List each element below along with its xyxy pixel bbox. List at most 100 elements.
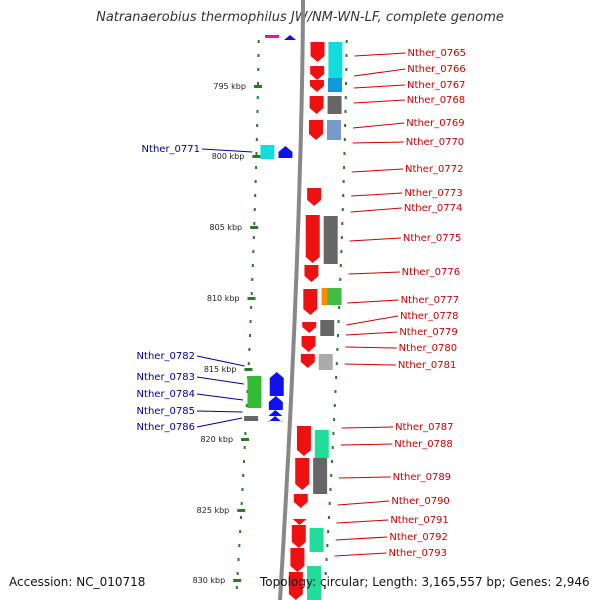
forward-gene-label: Nther_0787 (395, 422, 453, 433)
outer-guide-dot (345, 54, 348, 57)
gene-feature-bar (314, 430, 329, 458)
forward-gene-label: Nther_0770 (406, 137, 464, 148)
inner-guide-dot (242, 474, 245, 477)
gene-feature-bar (309, 528, 324, 552)
kbp-tick (247, 297, 256, 300)
kbp-tick (253, 85, 262, 88)
reverse-gene-arrow (269, 372, 284, 396)
kbp-tick-label: 810 kbp (207, 294, 240, 303)
outer-guide-dot (342, 180, 345, 183)
gene-feature-bar (260, 145, 275, 159)
outer-guide-dot (333, 404, 336, 407)
kbp-tick (241, 438, 250, 441)
forward-gene-label: Nther_0781 (398, 360, 456, 371)
outer-guide-dot (335, 376, 338, 379)
forward-gene-arrow (309, 120, 324, 140)
forward-gene-label: Nther_0789 (393, 472, 451, 483)
forward-label-leader (335, 536, 388, 541)
inner-guide-dot (253, 222, 256, 225)
reverse-gene-arrow (284, 35, 296, 40)
outer-guide-dot (331, 446, 334, 449)
inner-guide-dot (256, 110, 259, 113)
reverse-label-leader (196, 355, 245, 367)
inner-guide-dot (252, 250, 255, 253)
forward-gene-label: Nther_0768 (407, 95, 465, 106)
inner-guide-dot (240, 502, 243, 505)
kbp-tick-label: 825 kbp (197, 506, 230, 515)
gene-feature-bar (327, 96, 342, 114)
inner-guide-dot (251, 264, 254, 267)
kbp-tick-label: 830 kbp (193, 576, 226, 585)
forward-gene-arrow (310, 66, 325, 80)
reverse-gene-arrow (268, 416, 283, 422)
forward-label-leader (349, 237, 401, 242)
forward-gene-arrow (288, 572, 303, 600)
reverse-label-leader (196, 417, 243, 428)
forward-gene-label: Nther_0767 (407, 80, 465, 91)
forward-gene-arrow (293, 494, 308, 508)
outer-guide-dot (332, 432, 335, 435)
inner-guide-dot (252, 236, 255, 239)
kbp-tick-label: 805 kbp (210, 223, 243, 232)
forward-label-leader (352, 141, 404, 144)
inner-guide-dot (255, 138, 258, 141)
forward-gene-arrow (290, 548, 305, 572)
kbp-tick (233, 579, 242, 582)
outer-guide-dot (344, 124, 347, 127)
reverse-gene-label: Nther_0785 (137, 406, 195, 417)
kbp-tick-label: 800 kbp (212, 152, 245, 161)
inner-guide-dot (255, 152, 258, 155)
inner-guide-dot (257, 54, 260, 57)
inner-guide-dot (248, 334, 251, 337)
inner-guide-dot (257, 82, 260, 85)
forward-gene-arrow (304, 265, 319, 282)
page-title: Natranaerobius thermophilus JW/NM-WN-LF,… (96, 10, 504, 25)
reverse-gene-label: Nther_0782 (137, 351, 195, 362)
forward-label-leader (336, 519, 389, 524)
inner-guide-dot (250, 292, 253, 295)
forward-gene-arrow (301, 336, 316, 352)
gene-feature-bar (327, 288, 342, 305)
gene-feature-bar (320, 320, 335, 336)
outer-guide-dot (327, 530, 330, 533)
forward-gene-label: Nther_0791 (390, 515, 448, 526)
accession-text: Accession: NC_010718 (9, 575, 146, 589)
kbp-tick (244, 368, 253, 371)
inner-guide-dot (235, 586, 238, 589)
outer-guide-dot (329, 488, 332, 491)
outer-guide-dot (333, 418, 336, 421)
outer-guide-dot (336, 348, 339, 351)
gene-feature-bar (328, 42, 343, 78)
forward-label-leader (351, 168, 404, 173)
forward-label-leader (354, 52, 406, 57)
forward-gene-arrow (305, 215, 320, 263)
reverse-label-leader (201, 148, 253, 153)
forward-gene-label: Nther_0769 (406, 118, 464, 129)
outer-guide-dot (325, 558, 328, 561)
forward-label-leader (350, 207, 402, 213)
outer-guide-dot (334, 390, 337, 393)
outer-guide-dot (341, 208, 344, 211)
inner-guide-dot (249, 320, 252, 323)
inner-guide-dot (244, 432, 247, 435)
inner-guide-dot (257, 68, 260, 71)
reverse-label-leader (196, 393, 244, 401)
kbp-tick (250, 226, 259, 229)
forward-gene-arrow (307, 188, 322, 206)
forward-label-leader (353, 99, 405, 104)
inner-guide-dot (245, 404, 248, 407)
outer-guide-dot (324, 572, 327, 575)
forward-gene-label: Nther_0772 (405, 164, 463, 175)
outer-guide-dot (339, 278, 342, 281)
forward-label-leader (344, 363, 396, 366)
forward-label-leader (345, 331, 398, 336)
inner-guide-dot (256, 96, 259, 99)
outer-guide-dot (344, 96, 347, 99)
outer-guide-dot (344, 110, 347, 113)
forward-gene-arrow (291, 525, 306, 548)
topology-text: Topology: circular; Length: 3,165,557 bp… (260, 575, 590, 589)
forward-gene-arrow (300, 354, 315, 368)
inner-guide-dot (242, 460, 245, 463)
gene-feature-bar (265, 35, 279, 38)
outer-guide-dot (340, 250, 343, 253)
